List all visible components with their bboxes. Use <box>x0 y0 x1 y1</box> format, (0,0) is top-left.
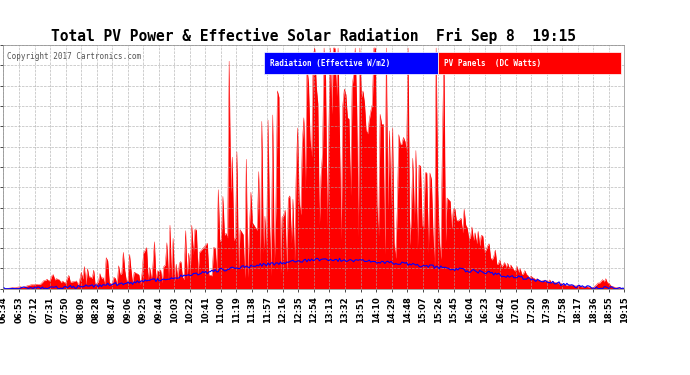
Text: Radiation (Effective W/m2): Radiation (Effective W/m2) <box>270 59 391 68</box>
Text: Copyright 2017 Cartronics.com: Copyright 2017 Cartronics.com <box>7 53 141 61</box>
Text: PV Panels  (DC Watts): PV Panels (DC Watts) <box>444 59 542 68</box>
Bar <box>438 53 621 74</box>
Bar <box>264 53 438 74</box>
Title: Total PV Power & Effective Solar Radiation  Fri Sep 8  19:15: Total PV Power & Effective Solar Radiati… <box>52 28 576 44</box>
